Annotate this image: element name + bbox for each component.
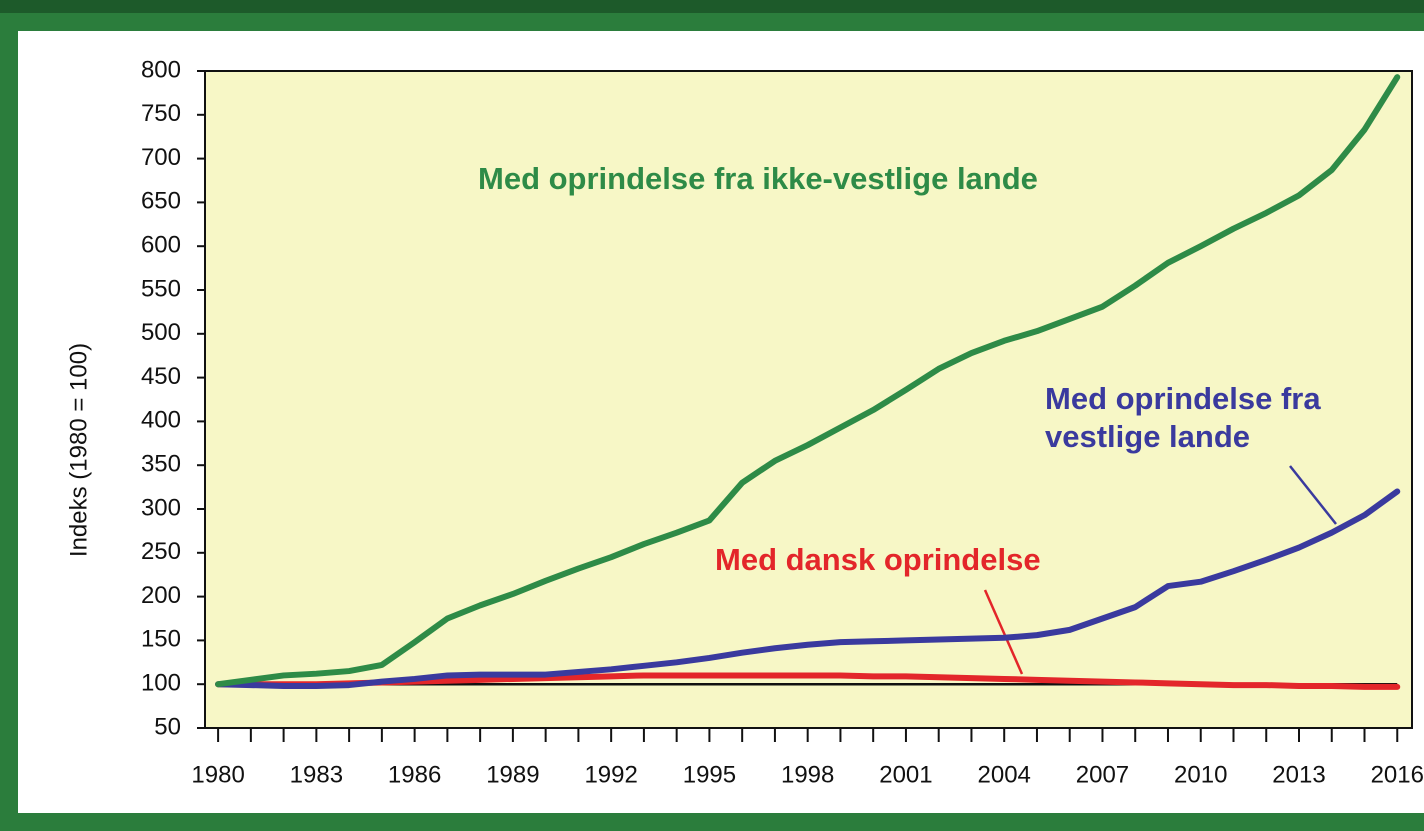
x-tick-label: 1983: [290, 761, 343, 788]
annotation: Med oprindelse fra ikke-vestlige lande: [478, 161, 1038, 196]
header-strip: [0, 0, 1424, 14]
x-tick-label: 2001: [879, 761, 932, 788]
y-tick-label: 550: [141, 275, 181, 302]
y-tick-label: 650: [141, 188, 181, 215]
y-tick-label: 750: [141, 100, 181, 127]
y-tick-label: 150: [141, 626, 181, 653]
x-tick-label: 2004: [978, 761, 1031, 788]
x-tick-label: 2007: [1076, 761, 1129, 788]
x-tick-label: 1995: [683, 761, 736, 788]
x-tick-label: 2016: [1371, 761, 1424, 788]
series-line: [215, 488, 1401, 689]
plot-area: [204, 70, 1413, 729]
y-tick-label: 50: [154, 713, 181, 740]
y-tick-label: 400: [141, 407, 181, 434]
y-tick-label: 300: [141, 494, 181, 521]
y-tick-label: 100: [141, 670, 181, 697]
y-tick-label: 450: [141, 363, 181, 390]
annotation: Med oprindelse fra vestlige lande: [1045, 381, 1321, 454]
leader-line: [983, 589, 1024, 675]
x-tick-label: 1986: [388, 761, 441, 788]
y-tick-label: 500: [141, 319, 181, 346]
x-tick-label: 1989: [486, 761, 539, 788]
x-tick-label: 1998: [781, 761, 834, 788]
x-tick-label: 2013: [1272, 761, 1325, 788]
y-tick-label: 350: [141, 451, 181, 478]
y-tick-label: 250: [141, 538, 181, 565]
y-axis-label: Indeks (1980 = 100): [65, 343, 92, 557]
x-tick-label: 1992: [584, 761, 637, 788]
annotation: Med dansk oprindelse: [715, 542, 1041, 577]
y-tick-label: 800: [141, 56, 181, 83]
y-tick-label: 200: [141, 582, 181, 609]
y-tick-label: 600: [141, 232, 181, 259]
series-line: [215, 74, 1401, 688]
x-tick-label: 2010: [1174, 761, 1227, 788]
x-tick-label: 1980: [191, 761, 244, 788]
leader-line: [1289, 465, 1337, 525]
y-tick-label: 700: [141, 144, 181, 171]
